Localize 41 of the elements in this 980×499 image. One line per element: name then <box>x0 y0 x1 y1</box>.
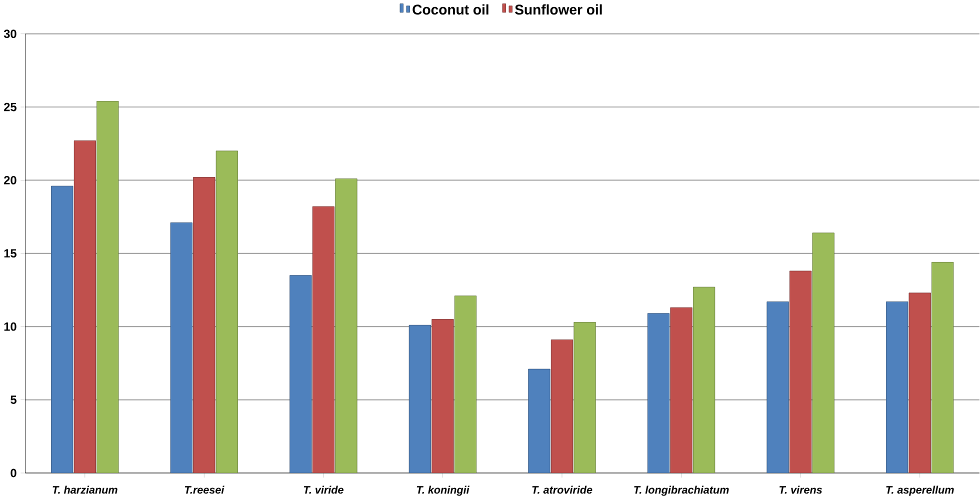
bar <box>550 339 574 473</box>
y-tick-label: 30 <box>4 29 16 38</box>
bar <box>96 100 119 473</box>
y-tick-label: 0 <box>10 468 16 477</box>
x-tick-label: T. virens <box>780 486 822 494</box>
bar <box>335 178 358 473</box>
bar <box>408 324 432 473</box>
bar <box>908 292 931 473</box>
y-tick-label: 15 <box>4 249 16 258</box>
bar <box>766 301 789 473</box>
bar <box>886 301 908 473</box>
bar <box>574 322 596 473</box>
bar <box>170 222 192 473</box>
bar <box>647 313 670 473</box>
bar <box>51 186 74 473</box>
y-tick-label: 10 <box>4 322 16 331</box>
bar <box>74 140 96 473</box>
bar <box>432 318 454 473</box>
x-tick-label: T. asperellum <box>886 486 954 496</box>
y-tick-label: 20 <box>4 176 16 184</box>
bar <box>812 232 834 473</box>
bar <box>290 274 312 473</box>
bar <box>454 295 477 473</box>
legend-label: Sunflower oil <box>515 4 602 14</box>
y-tick-label: 5 <box>10 395 16 404</box>
bar <box>216 150 238 473</box>
x-tick-label: T.reesei <box>184 486 224 494</box>
bar <box>789 270 812 473</box>
x-tick-label: T. viride <box>304 486 344 494</box>
bar <box>932 262 954 473</box>
x-tick-label: T. atroviride <box>532 486 592 494</box>
x-tick-label: T. longibrachiatum <box>634 486 729 496</box>
legend-label: Coconut oil <box>412 4 488 14</box>
bar <box>193 176 216 473</box>
bar <box>312 206 334 473</box>
x-tick-label: T. harzianum <box>52 486 118 494</box>
bar <box>692 286 716 473</box>
x-tick-label: T. koningii <box>416 486 470 496</box>
bar <box>528 368 550 473</box>
y-tick-label: 25 <box>4 102 16 112</box>
bar <box>670 307 692 473</box>
